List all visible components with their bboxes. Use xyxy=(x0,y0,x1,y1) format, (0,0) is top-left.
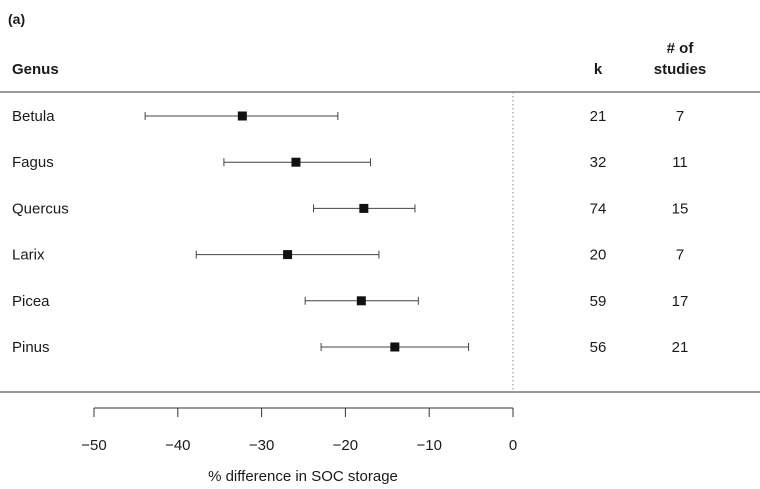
row-label: Larix xyxy=(12,247,45,264)
x-tick-label: −30 xyxy=(249,437,274,454)
x-axis-label: % difference in SOC storage xyxy=(208,468,398,485)
forest-row: Larix 20 7 xyxy=(12,247,684,264)
point-estimate xyxy=(291,157,301,167)
point-estimate xyxy=(356,296,366,306)
point-estimate xyxy=(390,342,400,352)
row-label: Fagus xyxy=(12,154,54,171)
studies-value: 11 xyxy=(672,154,688,171)
panel-label: (a) xyxy=(8,11,25,27)
k-value: 21 xyxy=(590,108,607,125)
x-tick-label: 0 xyxy=(509,437,517,454)
k-value: 56 xyxy=(590,339,607,356)
row-label: Betula xyxy=(12,108,55,125)
point-estimate xyxy=(283,250,293,260)
studies-value: 15 xyxy=(672,200,689,217)
k-value: 20 xyxy=(590,247,607,264)
studies-value: 7 xyxy=(676,108,684,125)
row-label: Picea xyxy=(12,293,50,310)
k-value: 59 xyxy=(590,293,607,310)
forest-row: Quercus 74 15 xyxy=(12,200,688,217)
row-label: Pinus xyxy=(12,339,50,356)
forest-row: Picea 59 17 xyxy=(12,293,688,310)
genus-column-header: Genus xyxy=(12,61,59,78)
x-tick-label: −20 xyxy=(333,437,358,454)
forest-row: Fagus 32 11 xyxy=(12,154,688,171)
forest-row: Pinus 56 21 xyxy=(12,339,688,356)
k-value: 74 xyxy=(590,200,607,217)
forest-rows: Betula 21 7 Fagus 32 11 Quercus 74 15 Larix 20 7 Pic… xyxy=(12,108,688,356)
forest-row: Betula 21 7 xyxy=(12,108,684,125)
row-label: Quercus xyxy=(12,200,69,217)
studies-column-header-line2: studies xyxy=(654,61,707,78)
studies-value: 21 xyxy=(672,339,689,356)
studies-value: 17 xyxy=(672,293,689,310)
x-tick-label: −50 xyxy=(81,437,106,454)
x-axis: −50 −40 −30 −20 −10 0 xyxy=(81,407,517,454)
x-tick-label: −40 xyxy=(165,437,190,454)
k-column-header: k xyxy=(594,61,603,78)
point-estimate xyxy=(237,111,247,121)
k-value: 32 xyxy=(590,154,607,171)
point-estimate xyxy=(359,203,369,213)
studies-value: 7 xyxy=(676,247,684,264)
studies-column-header-line1: # of xyxy=(667,40,695,57)
x-tick-label: −10 xyxy=(416,437,441,454)
